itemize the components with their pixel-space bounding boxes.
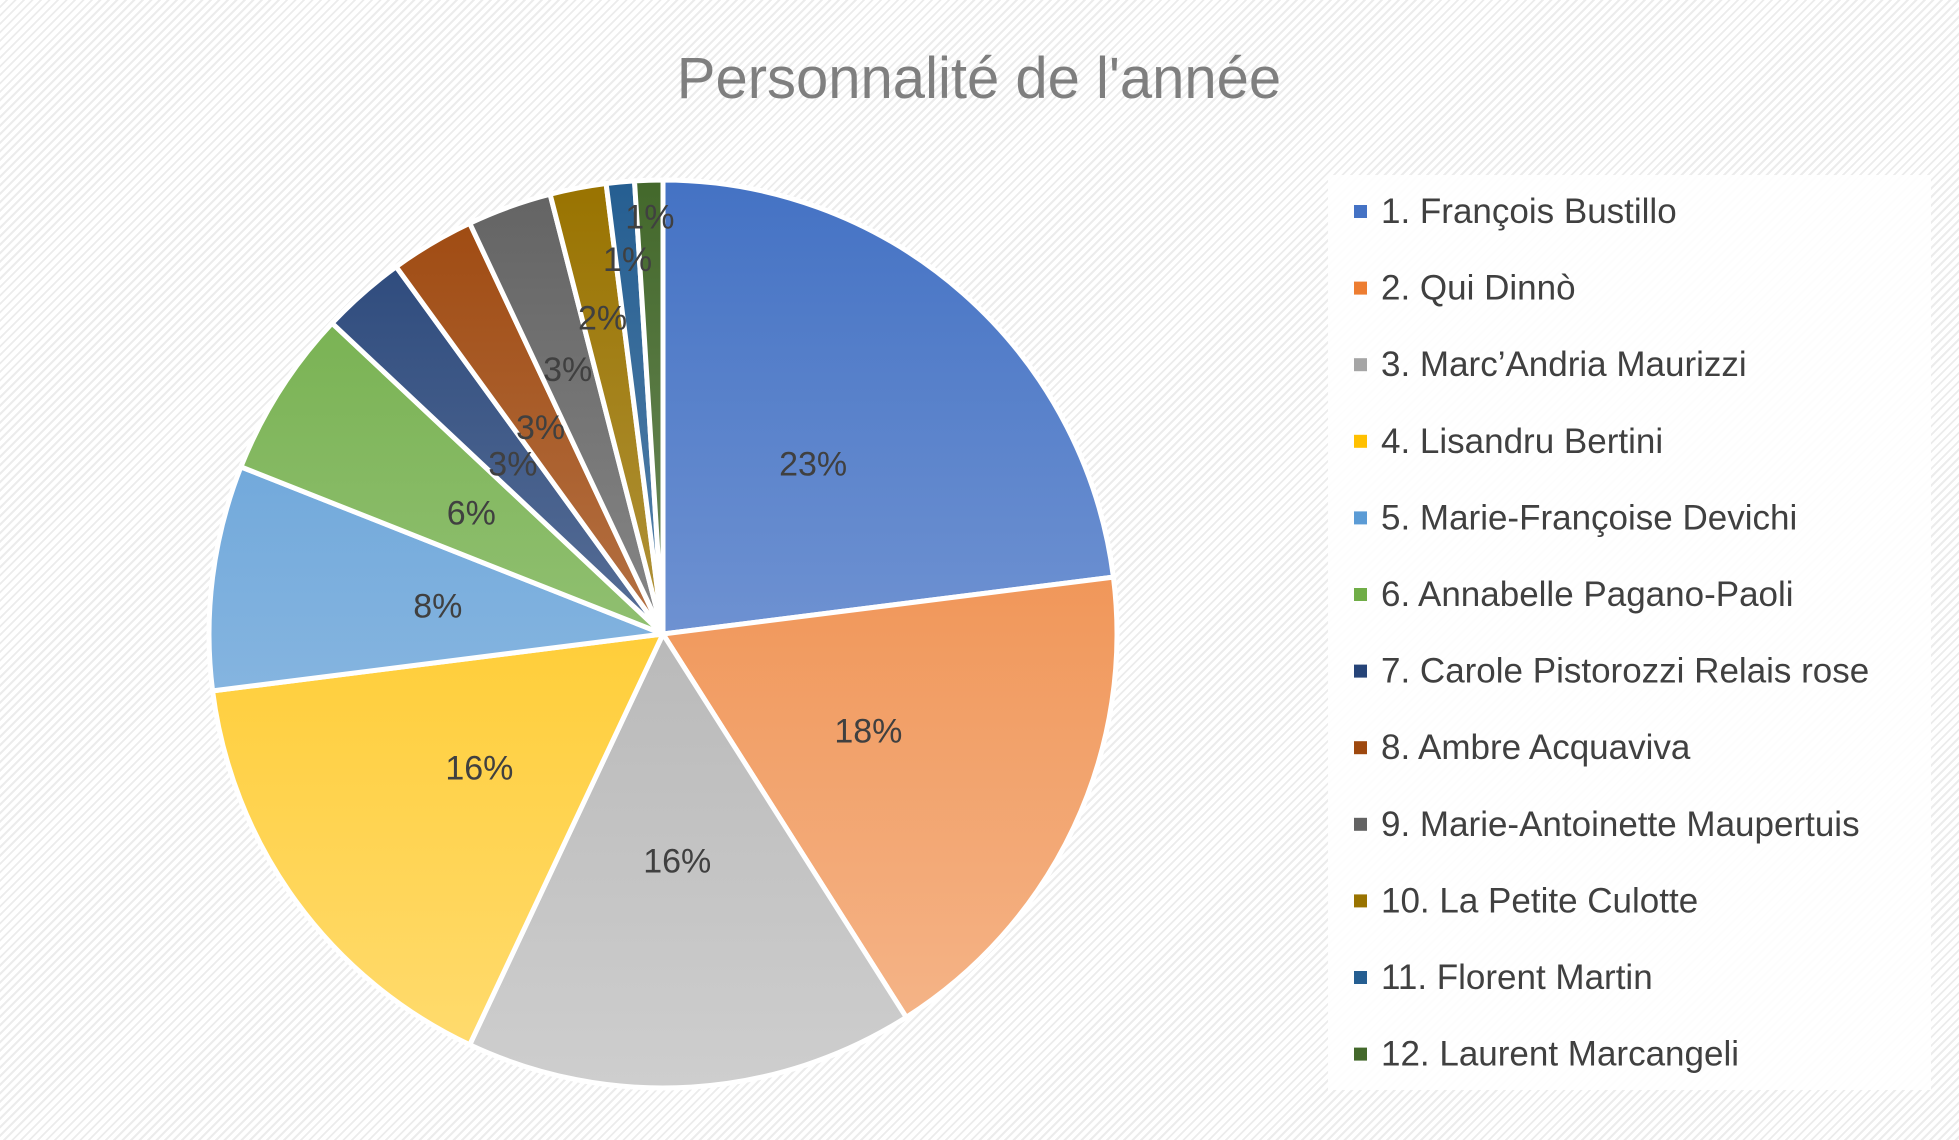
data-label-2: 18%: [834, 713, 902, 751]
pie-slice-5: [206, 464, 666, 694]
data-label-8: 3%: [516, 409, 565, 447]
data-label-1: 23%: [779, 446, 847, 484]
data-label-7: 3%: [488, 446, 537, 484]
legend-entry-4: 4. Lisandru Bertini: [1381, 422, 1663, 461]
data-label-9: 3%: [543, 351, 592, 389]
legend-marker-6: [1354, 588, 1367, 601]
legend-entry-3: 3. Marc’Andria Maurizzi: [1381, 345, 1747, 384]
legend-marker-2: [1354, 281, 1367, 295]
data-label-11: 1%: [603, 241, 652, 279]
legend-marker-5: [1354, 511, 1367, 525]
legend-entry-7: 7. Carole Pistorozzi Relais rose: [1381, 652, 1869, 691]
legend-marker-10: [1354, 894, 1367, 908]
pie-slice-12: [631, 177, 666, 637]
chart-title: Personnalité de l'année: [677, 46, 1281, 111]
data-label-5: 8%: [413, 588, 462, 626]
legend-entry-11: 11. Florent Martin: [1381, 958, 1653, 997]
data-label-6: 6%: [447, 494, 496, 532]
legend-entry-1: 1. François Bustillo: [1381, 192, 1677, 231]
legend-marker-8: [1354, 741, 1367, 755]
legend-marker-7: [1354, 664, 1367, 678]
pie-slice-3: [467, 631, 909, 1091]
legend-marker-4: [1354, 434, 1367, 448]
legend-marker-3: [1354, 358, 1367, 372]
legend-entry-12: 12. Laurent Marcangeli: [1381, 1035, 1739, 1074]
legend-entry-8: 8. Ambre Acquaviva: [1381, 728, 1691, 767]
data-label-3: 16%: [643, 843, 711, 881]
pie-slice-2: [660, 574, 1120, 1020]
pie-slice-6: [238, 320, 666, 637]
legend-marker-1: [1354, 205, 1367, 218]
legend-entry-2: 2. Qui Dinnò: [1381, 269, 1576, 308]
legend-box: [1328, 175, 1931, 1090]
legend-marker-12: [1354, 1047, 1367, 1061]
pie-slice-4: [210, 631, 666, 1048]
legend-marker-11: [1354, 971, 1367, 984]
legend-entry-6: 6. Annabelle Pagano-Paoli: [1381, 575, 1794, 614]
legend-entry-5: 5. Marie-Françoise Devichi: [1381, 498, 1797, 537]
legend: 1. François Bustillo 2. Qui Dinnò 3. Marc’…: [1354, 192, 1869, 1074]
data-label-10: 2%: [578, 299, 627, 337]
data-label-12: 1%: [625, 199, 674, 237]
pie-slice-1: [660, 177, 1116, 637]
data-label-4: 16%: [445, 749, 513, 787]
legend-entry-9: 9. Marie-Antoinette Maupertuis: [1381, 805, 1860, 844]
legend-marker-9: [1354, 817, 1367, 831]
legend-entry-10: 10. La Petite Culotte: [1381, 881, 1698, 920]
